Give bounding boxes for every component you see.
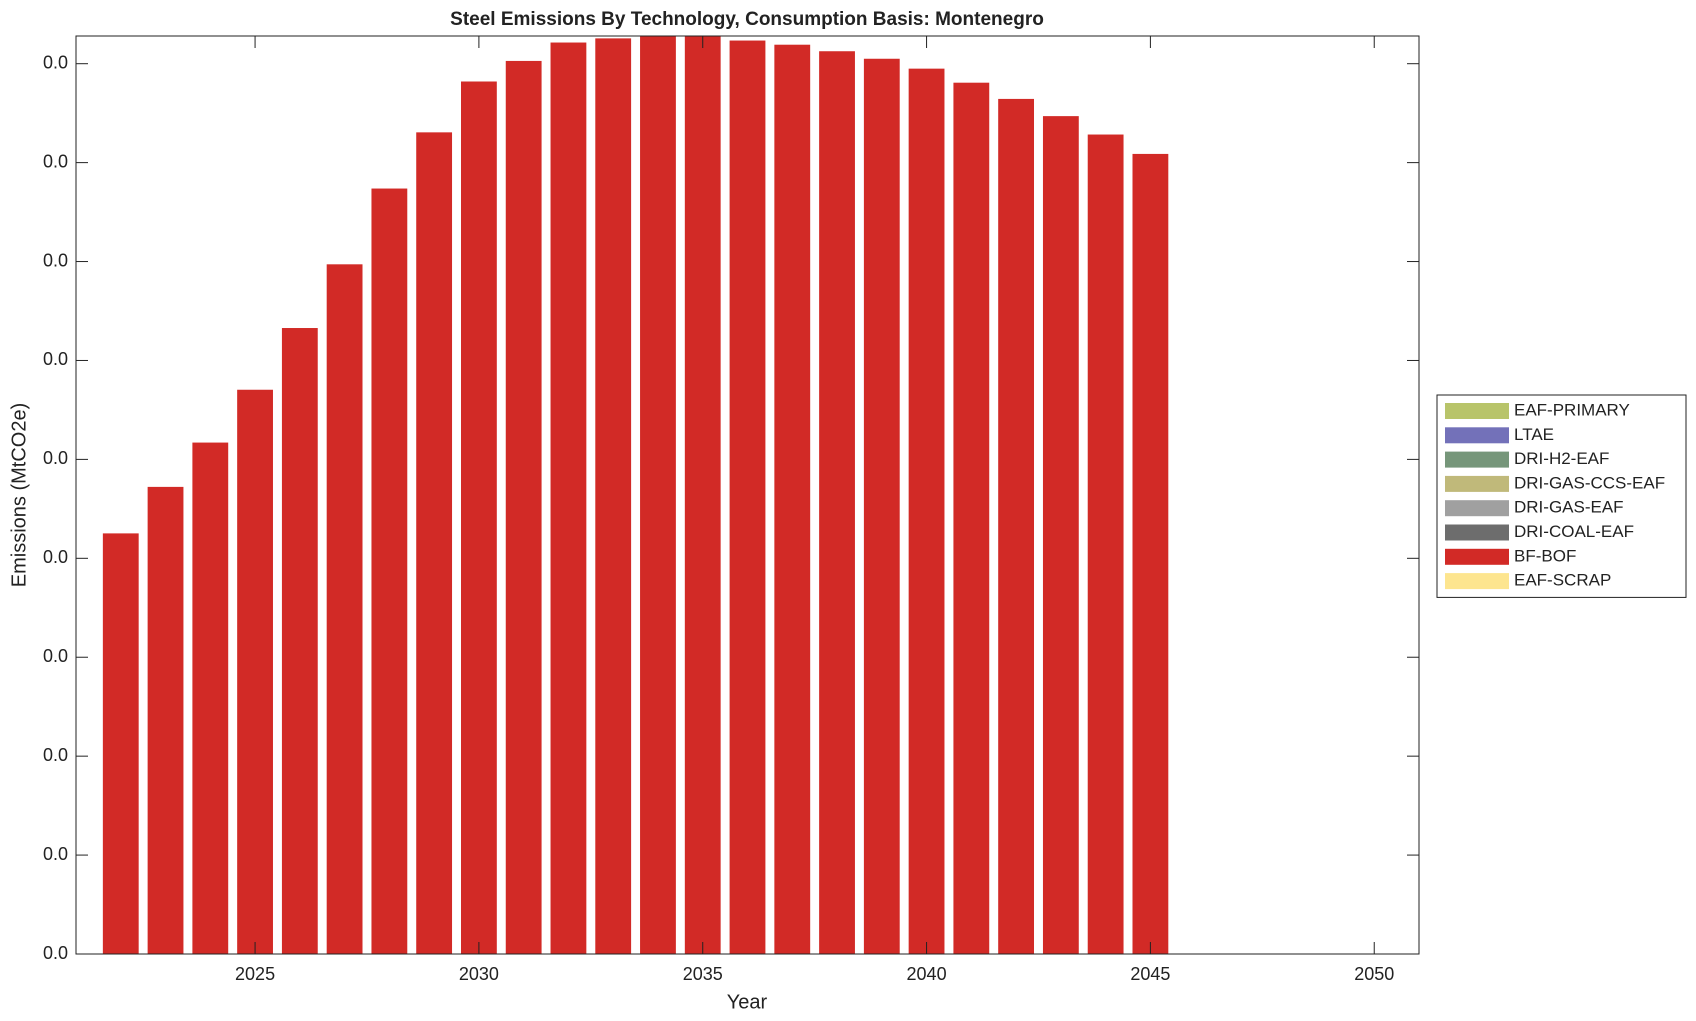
bar-segment [908, 68, 945, 954]
bar-segment [371, 188, 408, 955]
bar-segment [819, 51, 855, 954]
bar-segment [192, 442, 229, 954]
legend-box [1436, 394, 1687, 598]
y-tick-label: 0.0 [43, 646, 68, 666]
bar-segment [595, 38, 632, 954]
bar-segment [550, 42, 587, 955]
bar-segment [640, 36, 676, 954]
plot-frame [75, 35, 1420, 955]
x-tick-label: 2040 [907, 964, 947, 984]
y-tick-label: 0.0 [43, 52, 68, 72]
bar-segment [953, 82, 990, 954]
bar-segment [505, 60, 542, 954]
bar-segment [774, 44, 811, 954]
bar-segment [147, 486, 184, 954]
x-tick-label: 2035 [683, 964, 723, 984]
legend-label: DRI-H2-EAF [1514, 449, 1609, 468]
legend-swatch [1445, 524, 1509, 541]
legend-swatch [1445, 427, 1509, 444]
x-tick-label: 2025 [235, 964, 275, 984]
bar-segment [237, 389, 273, 954]
legend-label: LTAE [1514, 425, 1554, 444]
x-tick-label: 2050 [1354, 964, 1394, 984]
bar-segment [326, 264, 363, 954]
y-tick-label: 0.0 [43, 151, 68, 171]
x-tick-label: 2030 [459, 964, 499, 984]
legend-label: DRI-COAL-EAF [1514, 522, 1634, 541]
x-axis-label: Year [727, 991, 768, 1013]
legend-label: DRI-GAS-CCS-EAF [1514, 473, 1665, 492]
bar-segment [1087, 134, 1124, 954]
bar-segment [416, 132, 453, 954]
y-axis-label: Emissions (MtCO2e) [8, 403, 30, 587]
legend-swatch [1445, 451, 1509, 468]
legend-label: BF-BOF [1514, 546, 1576, 565]
bar-segment [460, 81, 497, 954]
bar-segment [998, 98, 1035, 954]
legend-swatch [1445, 403, 1509, 419]
bar-segment [1042, 116, 1079, 955]
legend-label: EAF-PRIMARY [1514, 400, 1630, 419]
bar-segment [102, 533, 139, 954]
y-tick-label: 0.0 [43, 745, 68, 765]
bar-segment [729, 40, 766, 955]
y-tick-label: 0.0 [43, 943, 68, 963]
x-tick-label: 2045 [1130, 964, 1170, 984]
bar-segment [1132, 153, 1169, 954]
y-tick-label: 0.0 [43, 448, 68, 468]
legend-label: DRI-GAS-EAF [1514, 498, 1624, 517]
bar-segment [684, 36, 721, 954]
bar-segment [863, 58, 900, 955]
legend-swatch [1445, 500, 1509, 517]
y-tick-label: 0.0 [43, 250, 68, 270]
legend-swatch [1445, 548, 1509, 565]
y-tick-label: 0.0 [43, 547, 68, 567]
chart-title: Steel Emissions By Technology, Consumpti… [450, 9, 1044, 30]
legend-label: EAF-SCRAP [1514, 571, 1611, 590]
legend-swatch [1445, 475, 1509, 492]
y-tick-label: 0.0 [43, 844, 68, 864]
bar-segment [281, 328, 318, 955]
legend-swatch [1445, 573, 1509, 590]
y-tick-label: 0.0 [43, 349, 68, 369]
